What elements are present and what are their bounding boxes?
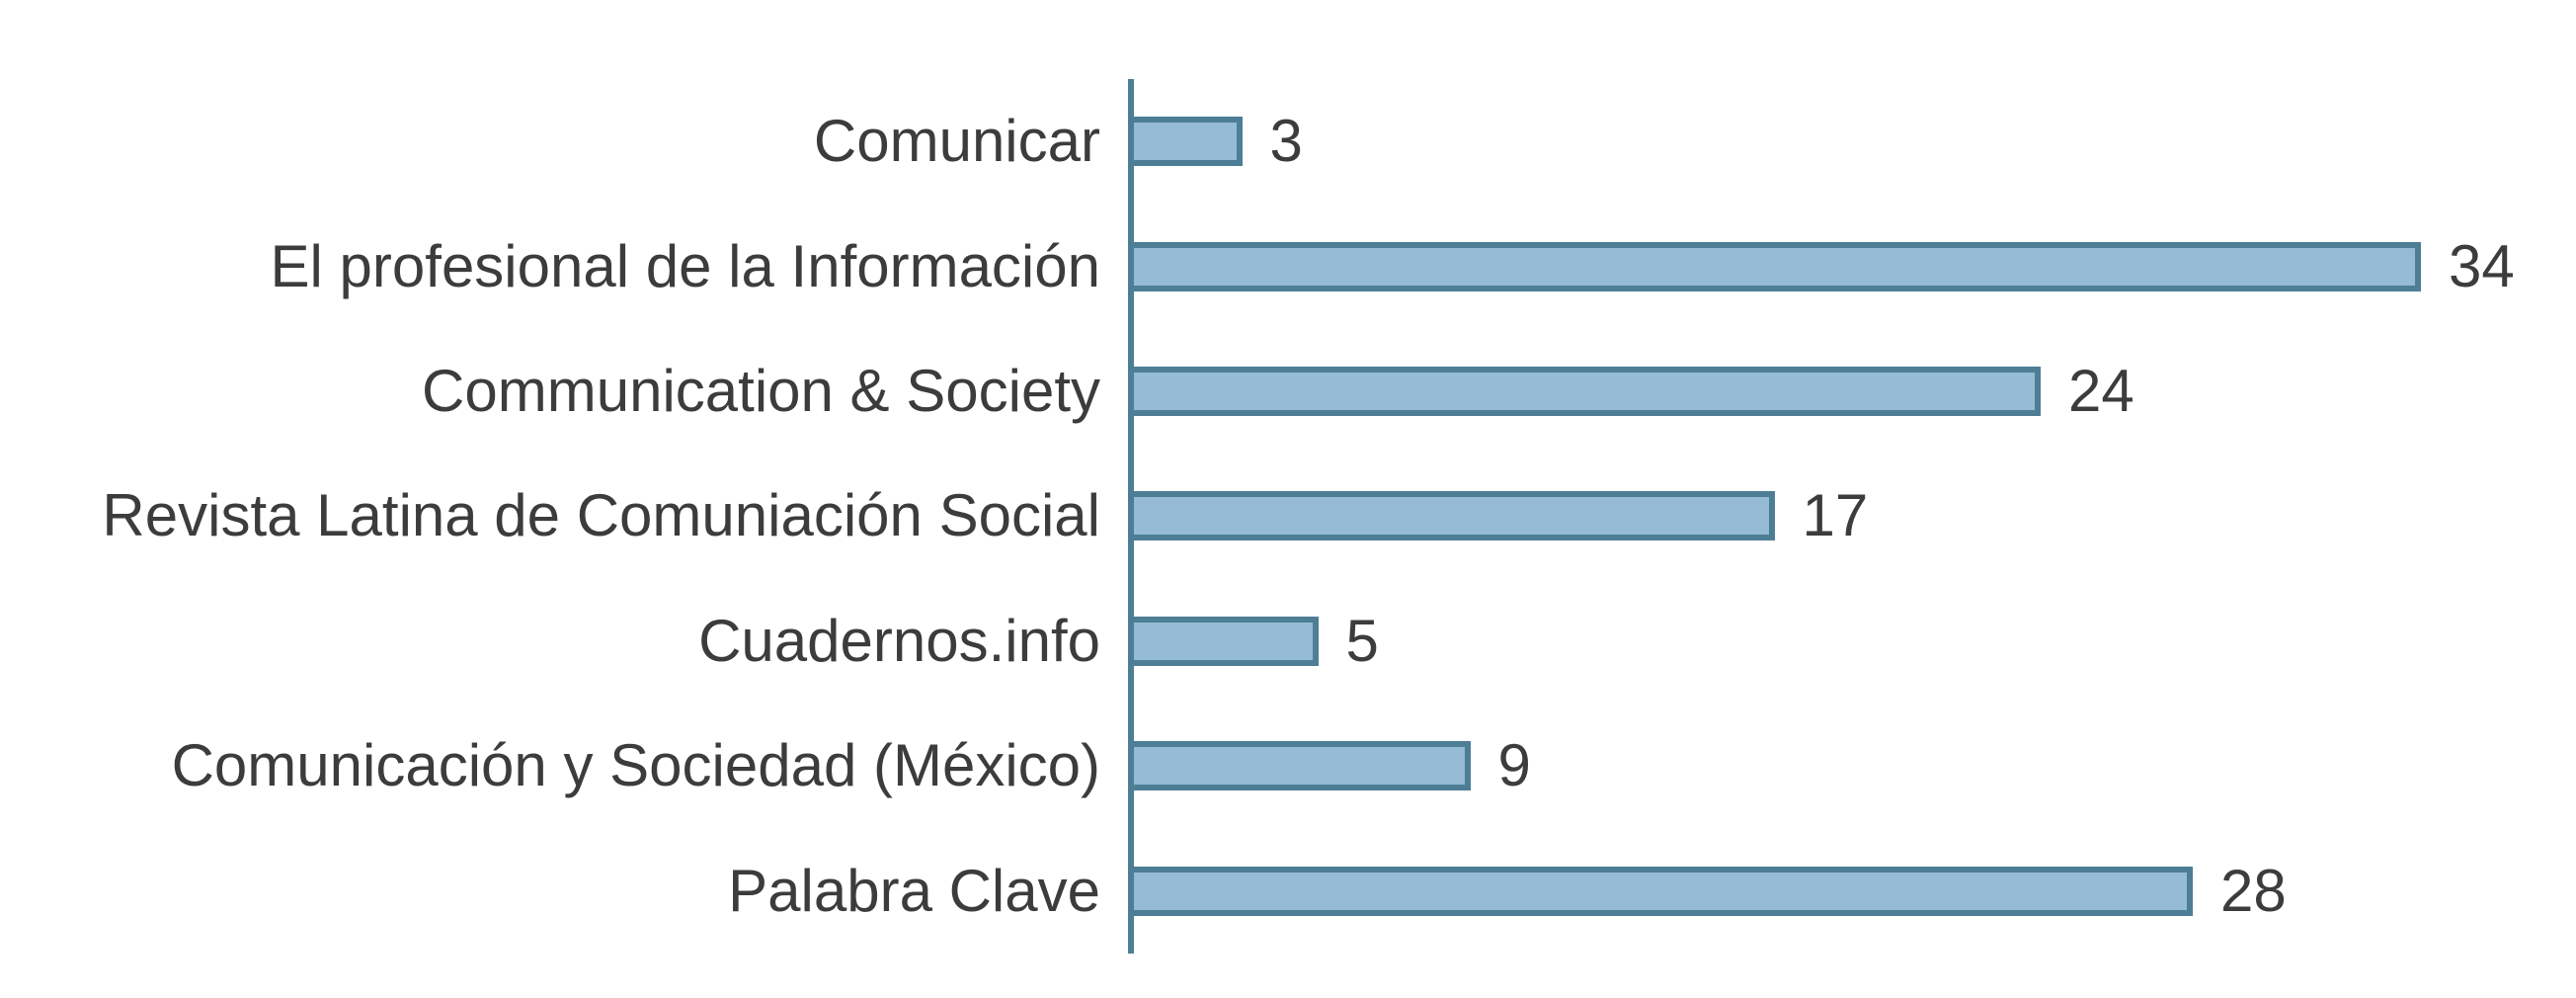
bar-row: Comunicar 3 [0, 79, 2576, 204]
bar [1128, 491, 1775, 541]
bar-area: 17 [1128, 454, 2576, 578]
bar-area: 3 [1128, 79, 2576, 204]
category-label: Palabra Clave [728, 857, 1100, 924]
category-label: El profesional de la Información [270, 232, 1100, 299]
category-label: Communication & Society [422, 357, 1100, 424]
bar-row: Comunicación y Sociedad (México) 9 [0, 704, 2576, 828]
bar-row: El profesional de la Información 34 [0, 204, 2576, 328]
value-label: 34 [2449, 232, 2515, 299]
bar-row: Palabra Clave 28 [0, 828, 2576, 953]
y-axis-line [1128, 79, 1134, 954]
bar-row: Revista Latina de Comuniación Social 17 [0, 454, 2576, 578]
bar-row: Communication & Society 24 [0, 329, 2576, 454]
bar [1128, 741, 1471, 791]
value-label: 24 [2068, 357, 2134, 424]
value-label: 17 [1802, 482, 1869, 549]
chart-rows: Comunicar 3 El profesional de la Informa… [0, 79, 2576, 954]
category-label: Comunicar [813, 108, 1100, 175]
bar [1128, 241, 2421, 291]
bar-row: Cuadernos.info 5 [0, 579, 2576, 704]
bar-area: 5 [1128, 579, 2576, 704]
value-label: 9 [1497, 732, 1531, 799]
bar [1128, 866, 2193, 916]
bar-area: 34 [1128, 204, 2576, 328]
bar-area: 28 [1128, 828, 2576, 953]
value-label: 28 [2220, 857, 2287, 924]
category-label: Revista Latina de Comuniación Social [102, 482, 1100, 549]
bar [1128, 616, 1319, 666]
value-label: 5 [1345, 607, 1379, 674]
category-label: Comunicación y Sociedad (México) [171, 732, 1100, 799]
bar [1128, 366, 2041, 416]
value-label: 3 [1269, 108, 1303, 175]
bar [1128, 117, 1243, 167]
bar-area: 24 [1128, 329, 2576, 454]
category-label: Cuadernos.info [698, 607, 1100, 674]
bar-area: 9 [1128, 704, 2576, 828]
